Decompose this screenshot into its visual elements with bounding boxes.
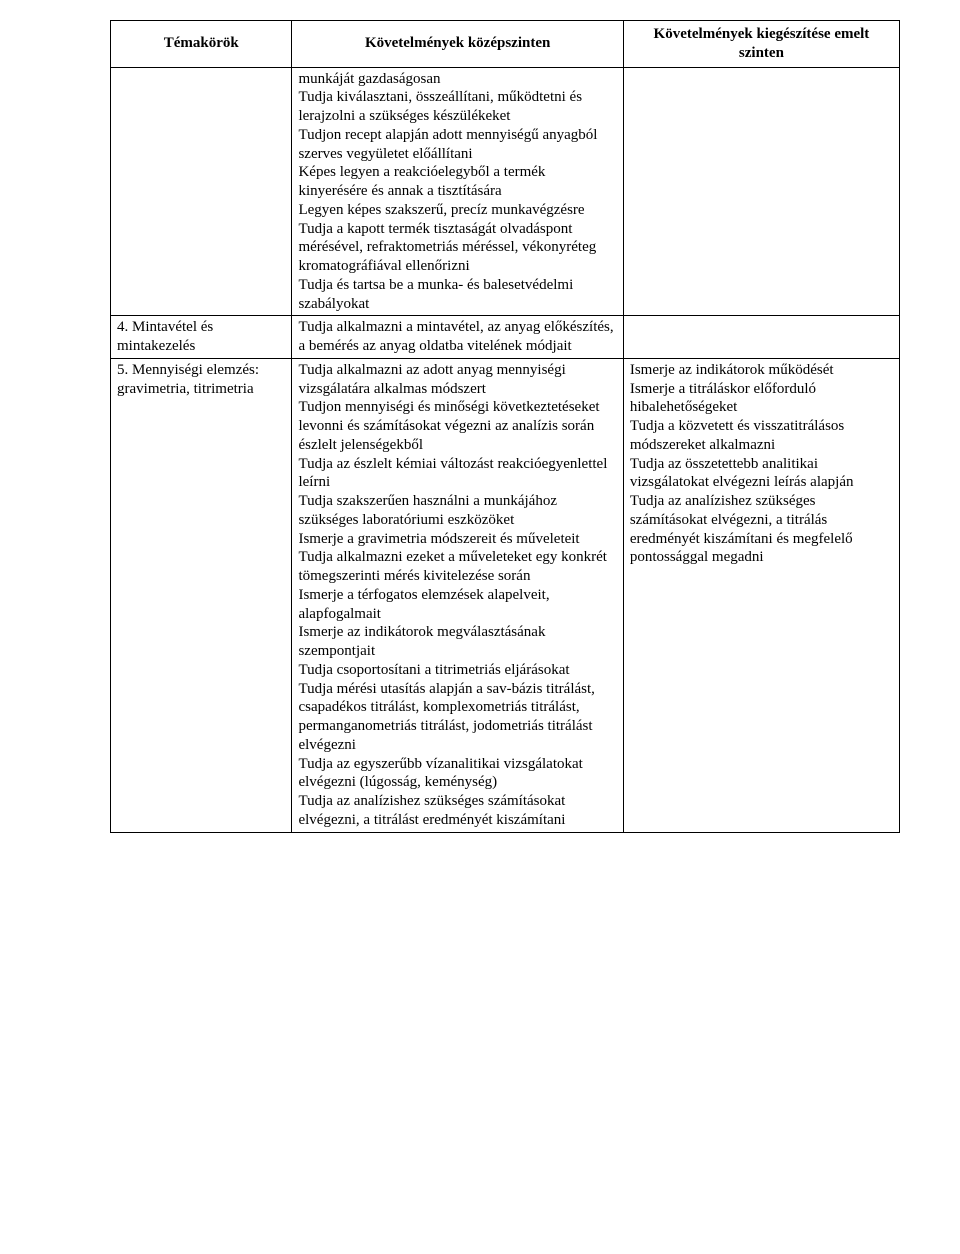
table-body: munkáját gazdaságosanTudja kiválasztani,…	[111, 67, 900, 832]
topic-cell: 5. Mennyiségi elemzés: gravimetria, titr…	[111, 358, 292, 832]
table-row: 4. Mintavétel és mintakezelés Tudja alka…	[111, 316, 900, 359]
mid-level-cell: munkáját gazdaságosanTudja kiválasztani,…	[292, 67, 623, 316]
high-level-cell	[623, 316, 899, 359]
table-header: Témakörök Követelmények középszinten Köv…	[111, 21, 900, 68]
document-page: Témakörök Követelmények középszinten Köv…	[0, 0, 960, 873]
column-header-mid-level: Követelmények középszinten	[292, 21, 623, 68]
column-header-high-level: Követelmények kiegészítése emelt szinten	[623, 21, 899, 68]
table-row: 5. Mennyiségi elemzés: gravimetria, titr…	[111, 358, 900, 832]
column-header-topics: Témakörök	[111, 21, 292, 68]
mid-level-cell: Tudja alkalmazni az adott anyag mennyisé…	[292, 358, 623, 832]
high-level-cell	[623, 67, 899, 316]
table-header-row: Témakörök Követelmények középszinten Köv…	[111, 21, 900, 68]
high-level-cell: Ismerje az indikátorok működésétIsmerje …	[623, 358, 899, 832]
mid-level-cell: Tudja alkalmazni a mintavétel, az anyag …	[292, 316, 623, 359]
requirements-table: Témakörök Követelmények középszinten Köv…	[110, 20, 900, 833]
topic-cell	[111, 67, 292, 316]
table-row: munkáját gazdaságosanTudja kiválasztani,…	[111, 67, 900, 316]
topic-cell: 4. Mintavétel és mintakezelés	[111, 316, 292, 359]
